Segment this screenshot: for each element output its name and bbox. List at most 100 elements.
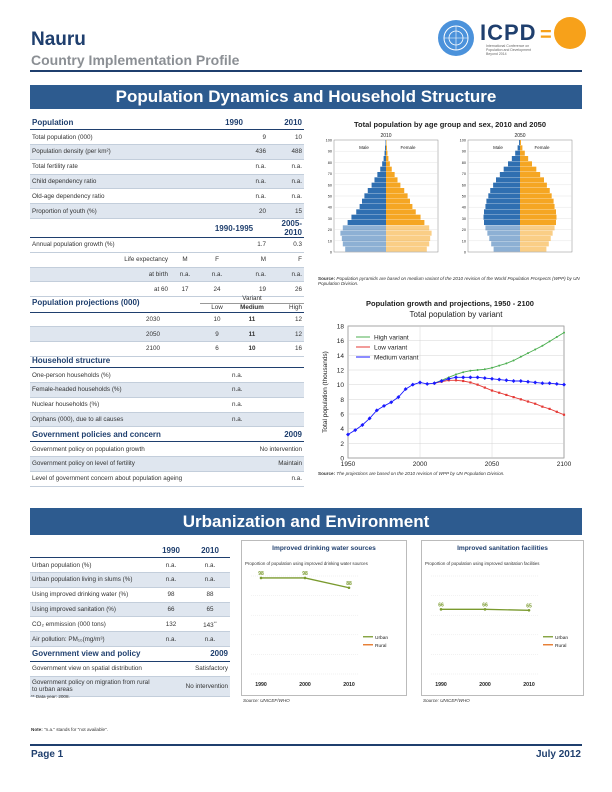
data-point xyxy=(469,381,472,384)
y-tick-label: 8 xyxy=(340,397,344,404)
header-rule xyxy=(30,70,582,72)
y-tick-label: 10 xyxy=(337,382,345,389)
projections-table: Population projections (000) Variant Low… xyxy=(30,294,304,357)
male-bar xyxy=(371,182,386,188)
table-row: 2030 10 11 12 xyxy=(30,312,304,328)
data-point xyxy=(462,371,465,374)
male-bar xyxy=(382,161,386,167)
data-point xyxy=(519,398,522,401)
pyramid-age-tick: 60 xyxy=(328,183,332,187)
female-bar xyxy=(520,193,552,199)
table-row: Level of government concern about popula… xyxy=(30,471,304,487)
male-bar xyxy=(508,161,520,167)
x-tick-label: 2100 xyxy=(557,461,572,468)
female-bar xyxy=(520,220,556,226)
table-row: Government policy on migration from rura… xyxy=(30,676,230,697)
male-bar xyxy=(356,209,386,215)
data-point xyxy=(562,413,566,416)
data-label: 65 xyxy=(526,603,532,609)
water-chart-box xyxy=(241,540,407,696)
male-bar xyxy=(484,209,520,215)
data-point xyxy=(455,373,457,376)
data-point xyxy=(476,369,479,371)
pyramid-age-tick: 30 xyxy=(328,217,332,221)
high-label: High xyxy=(270,303,304,313)
table-row: Population density (per km²) 436 488 xyxy=(30,144,304,160)
data-point xyxy=(555,336,558,338)
male-bar xyxy=(384,150,386,156)
table-row: Nuclear households (%) n.a. xyxy=(30,397,304,413)
low-label: Low xyxy=(200,303,234,313)
population-table: Population 1990 2010 Total population (0… xyxy=(30,115,304,298)
y-tick-label: 0 xyxy=(340,456,344,463)
pyramid-age-tick: 90 xyxy=(328,150,332,154)
data-point xyxy=(563,331,565,334)
data-point xyxy=(548,340,551,343)
projections-header: Population projections (000) xyxy=(30,294,200,313)
data-point xyxy=(527,609,531,612)
logo-small-text: International Conference on Population a… xyxy=(486,44,531,56)
data-point xyxy=(483,368,486,371)
data-point xyxy=(498,364,501,367)
profile-subtitle: Country Implementation Profile xyxy=(31,52,240,68)
data-point xyxy=(454,379,458,382)
data-point xyxy=(541,344,544,347)
variant-label: Variant xyxy=(200,294,304,304)
pyramid-age-tick: 80 xyxy=(462,161,466,165)
medium-label: Medium xyxy=(234,303,270,313)
female-bar xyxy=(386,220,425,226)
female-bar xyxy=(520,172,541,178)
x-tick-label: 1990 xyxy=(255,682,267,688)
female-bar xyxy=(386,156,389,162)
data-point xyxy=(490,389,494,392)
pyramid-age-tick: 60 xyxy=(462,183,466,187)
data-point xyxy=(446,376,451,381)
table-row: 2050 9 11 12 xyxy=(30,326,304,343)
female-bar xyxy=(386,225,430,231)
male-bar xyxy=(489,236,520,242)
data-point xyxy=(491,366,493,369)
data-point xyxy=(469,369,472,372)
pyramid-age-tick: 90 xyxy=(462,150,466,154)
table-row: Annual population growth (%) 1.7 0.3 xyxy=(30,237,304,253)
data-point xyxy=(482,376,487,381)
table-row: Child dependency ratio n.a. n.a. xyxy=(30,174,304,190)
male-bar xyxy=(485,204,520,210)
female-bar xyxy=(386,246,427,252)
sanitation-source: Source: UNICEF/WHO xyxy=(423,698,470,703)
female-bar xyxy=(520,182,547,188)
female-bar xyxy=(520,188,550,194)
legend-label: Low variant xyxy=(374,345,407,352)
logo-equals: = xyxy=(540,24,552,46)
female-bar xyxy=(386,166,392,172)
view-header: Government view and policy xyxy=(30,646,190,662)
male-bar xyxy=(345,246,386,252)
table-row: One-person households (%) n.a. xyxy=(30,367,304,384)
series-line xyxy=(261,577,350,589)
y-tick-label: 4 xyxy=(340,426,344,433)
urban-table: 1990 2010 Urban population (%) n.a. n.a. Ur… xyxy=(30,543,230,697)
data-point xyxy=(476,383,479,386)
data-label: 98 xyxy=(302,571,308,577)
male-bar xyxy=(359,204,386,210)
na-note: Note: "n.a." stands for "not available". xyxy=(31,727,109,732)
male-bar xyxy=(490,188,520,194)
urban-year-1990: 1990 xyxy=(152,543,190,559)
male-bar xyxy=(377,172,386,178)
data-point xyxy=(554,381,559,386)
female-bar xyxy=(520,156,529,162)
data-label: 88 xyxy=(346,581,352,587)
y-tick-label: 14 xyxy=(337,353,345,360)
pyramid-age-tick: 0 xyxy=(464,251,466,255)
year-1990: 1990 xyxy=(200,115,268,131)
male-label: Male xyxy=(359,145,369,150)
data-point xyxy=(382,403,386,408)
pyramid-age-tick: 50 xyxy=(328,195,332,199)
male-bar xyxy=(342,225,386,231)
male-bar xyxy=(380,166,386,172)
data-point xyxy=(259,576,263,580)
male-bar xyxy=(517,145,520,151)
pyramid-age-tick: 40 xyxy=(462,206,466,210)
y-axis-label: Total population (thousands) xyxy=(322,351,329,433)
male-bar xyxy=(496,177,520,183)
